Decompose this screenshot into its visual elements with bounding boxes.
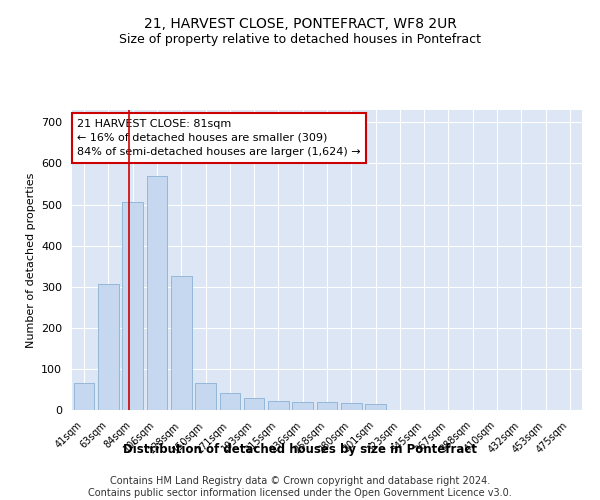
Bar <box>244 398 265 410</box>
Bar <box>122 202 143 410</box>
Bar <box>146 176 167 410</box>
Y-axis label: Number of detached properties: Number of detached properties <box>26 172 35 348</box>
Bar <box>74 384 94 410</box>
Text: 21 HARVEST CLOSE: 81sqm
← 16% of detached houses are smaller (309)
84% of semi-d: 21 HARVEST CLOSE: 81sqm ← 16% of detache… <box>77 119 361 157</box>
Text: Distribution of detached houses by size in Pontefract: Distribution of detached houses by size … <box>123 442 477 456</box>
Bar <box>268 401 289 410</box>
Text: 21, HARVEST CLOSE, PONTEFRACT, WF8 2UR: 21, HARVEST CLOSE, PONTEFRACT, WF8 2UR <box>143 18 457 32</box>
Bar <box>98 284 119 410</box>
Text: Contains HM Land Registry data © Crown copyright and database right 2024.
Contai: Contains HM Land Registry data © Crown c… <box>88 476 512 498</box>
Text: Size of property relative to detached houses in Pontefract: Size of property relative to detached ho… <box>119 32 481 46</box>
Bar <box>292 402 313 410</box>
Bar <box>171 276 191 410</box>
Bar <box>365 404 386 410</box>
Bar <box>220 392 240 410</box>
Bar <box>317 402 337 410</box>
Bar <box>341 402 362 410</box>
Bar <box>195 384 216 410</box>
